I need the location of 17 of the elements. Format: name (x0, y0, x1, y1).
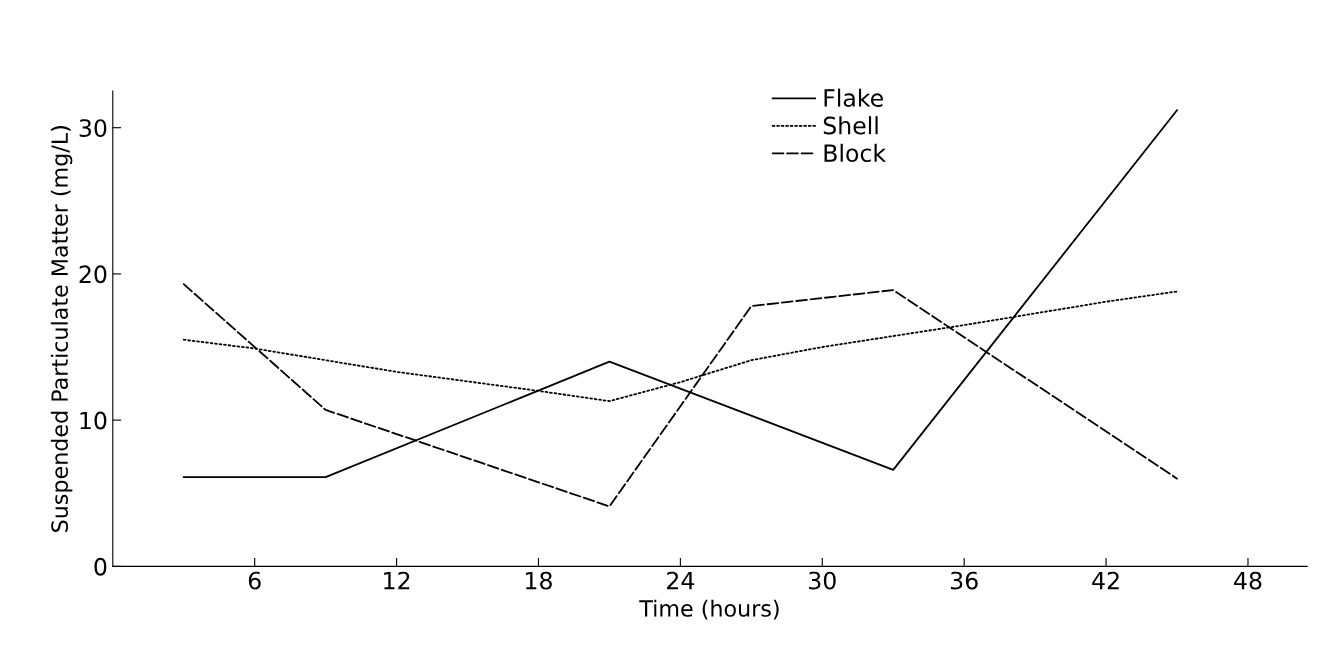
y-tick-label: 0 (94, 557, 107, 576)
legend-label: Shell (823, 116, 878, 135)
x-tick-label: 30 (809, 571, 836, 590)
x-tick-label: 6 (248, 571, 261, 590)
x-tick-label: 36 (950, 571, 978, 590)
x-axis-title: Time (hours) (639, 599, 779, 620)
y-tick-label: 10 (80, 411, 107, 430)
x-tick-label: 42 (1092, 571, 1119, 590)
x-tick-label: 48 (1234, 571, 1262, 590)
y-tick-label: 20 (79, 265, 107, 284)
x-tick-label: 18 (526, 571, 552, 590)
legend-label: Flake (824, 88, 883, 107)
y-tick-label: 30 (79, 119, 107, 137)
legend-label: Block (824, 143, 887, 163)
x-tick-label: 12 (384, 571, 410, 590)
x-tick-label: 24 (667, 571, 695, 590)
y-axis-title: Suspended Particulate Matter (mg/L) (50, 126, 73, 532)
